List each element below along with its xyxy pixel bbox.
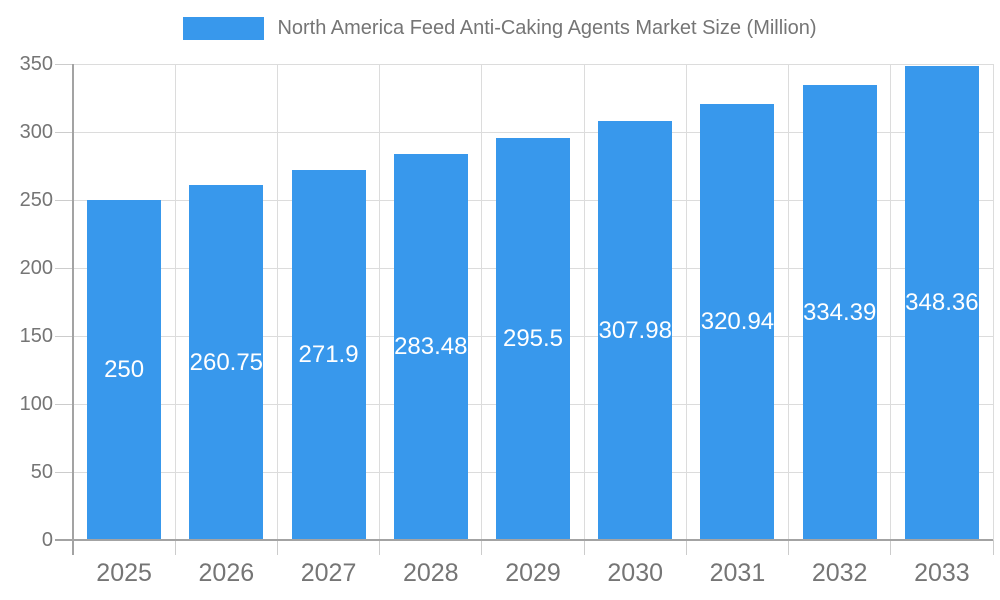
y-axis-line [72,64,74,555]
y-tick [55,335,73,337]
bar-value-label: 334.39 [802,298,877,326]
x-tick [685,540,687,555]
bar[interactable] [700,103,775,540]
y-tick [55,63,73,65]
bar-value-label: 307.98 [598,316,672,344]
y-tick-label: 350 [19,53,53,75]
y-gridline [73,131,993,133]
x-tick-label: 2027 [300,559,357,587]
x-axis-line [55,539,993,541]
bar[interactable] [496,138,570,540]
x-gridline [481,64,483,540]
x-tick [174,540,176,555]
x-gridline [583,64,585,540]
y-tick [55,403,73,405]
y-tick-label: 100 [19,393,53,415]
bar[interactable] [802,85,877,540]
y-tick [55,471,73,473]
x-tick [276,540,278,555]
bar[interactable] [189,185,264,540]
y-tick-label: 50 [30,461,53,483]
y-gridline [73,63,993,65]
bar-value-label: 295.5 [502,325,564,353]
x-tick [788,540,790,555]
chart-legend[interactable]: North America Feed Anti-Caking Agents Ma… [0,17,1000,40]
x-tick-label: 2032 [811,559,868,587]
x-gridline [890,64,892,540]
x-tick-label: 2028 [402,559,459,587]
bar-value-label: 320.94 [700,307,775,335]
bar[interactable] [87,200,162,540]
y-tick [55,199,73,201]
x-tick-label: 2026 [198,559,255,587]
x-gridline [992,64,994,540]
x-tick [379,540,381,555]
bar-value-label: 283.48 [394,333,468,361]
legend-swatch[interactable] [183,17,265,40]
x-tick [481,540,483,555]
x-gridline [276,64,278,540]
x-tick-label: 2025 [96,559,152,587]
bar-value-label: 260.75 [189,348,264,376]
x-tick [992,540,994,555]
bar[interactable] [598,121,673,540]
bar-value-label: 271.9 [298,341,359,369]
x-tick-label: 2029 [505,559,561,587]
y-tick-label: 0 [41,529,53,551]
bar-value-label: 250 [104,356,145,383]
y-tick-label: 150 [19,325,53,347]
legend-label: North America Feed Anti-Caking Agents Ma… [277,17,817,39]
bar[interactable] [291,170,366,540]
x-tick-label: 2033 [914,559,970,587]
x-gridline [379,64,381,540]
x-gridline [685,64,687,540]
y-tick-label: 250 [19,189,53,211]
x-tick [583,540,585,555]
x-tick-label: 2031 [709,559,766,587]
y-tick [55,131,73,133]
x-gridline [174,64,176,540]
y-tick [55,267,73,269]
y-tick-label: 200 [19,257,53,279]
x-tick-label: 2030 [607,559,664,587]
bar-value-label: 348.36 [905,289,979,317]
y-tick-label: 300 [19,121,53,143]
x-tick [890,540,892,555]
bar[interactable] [393,154,468,540]
x-gridline [788,64,790,540]
bar[interactable] [904,66,979,540]
